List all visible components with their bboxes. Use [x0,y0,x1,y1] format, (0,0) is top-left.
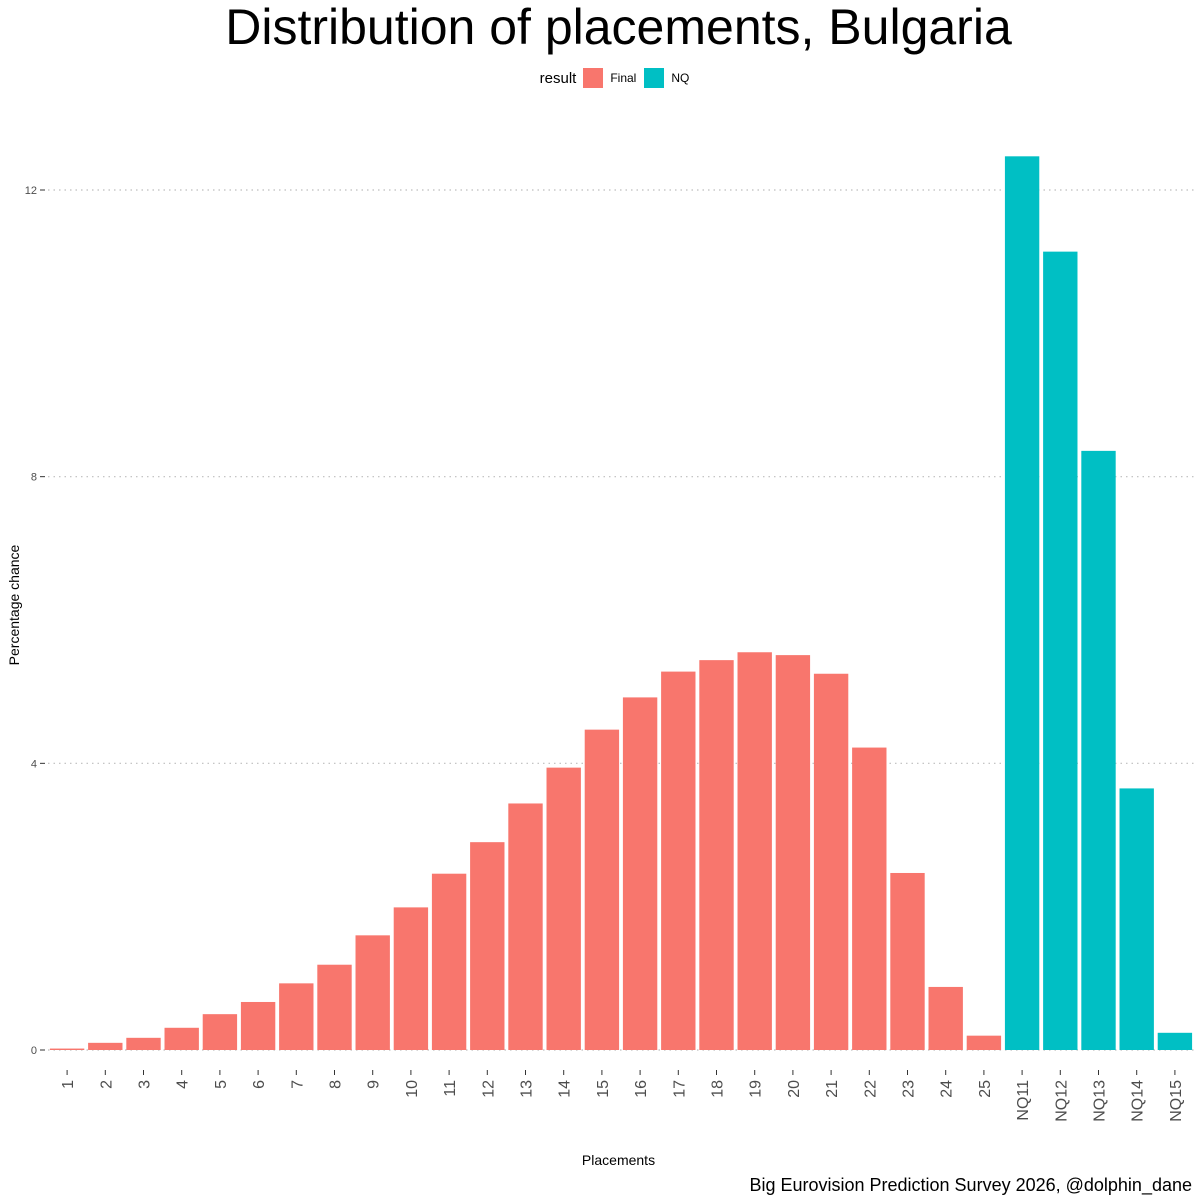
x-tick-label-13: 13 [519,1080,536,1098]
x-tick-label-21: 21 [824,1080,841,1098]
x-tick-label-20: 20 [786,1080,803,1098]
bars [49,156,1193,1051]
x-tick-label-14: 14 [557,1080,574,1098]
legend-swatch-final [583,68,604,88]
x-tick-label-4: 4 [175,1080,192,1089]
bar-8 [317,964,352,1050]
x-tick-label-nq14: NQ14 [1130,1080,1147,1122]
legend-label-nq: NQ [671,71,690,85]
y-tick-label-4: 4 [31,758,37,770]
bar-17 [661,671,696,1050]
caption: Big Eurovision Prediction Survey 2026, @… [749,1175,1192,1195]
x-tick-label-24: 24 [939,1080,956,1098]
x-tick-label-17: 17 [671,1080,688,1098]
bar-13 [508,803,543,1050]
x-tick-label-nq12: NQ12 [1053,1080,1070,1122]
x-tick-label-1: 1 [60,1080,77,1089]
bar-21 [813,673,849,1050]
x-tick-label-18: 18 [710,1080,727,1098]
x-tick-label-7: 7 [289,1080,306,1089]
legend-title: result [539,69,577,87]
bar-nq11 [1004,156,1040,1051]
y-tick-label-12: 12 [25,185,37,197]
x-tick-label-nq13: NQ13 [1092,1080,1109,1122]
x-tick-label-nq15: NQ15 [1168,1080,1185,1122]
x-tick-label-11: 11 [442,1080,459,1097]
x-tick-label-23: 23 [901,1080,918,1098]
legend-swatch-nq [644,68,665,88]
legend-item-nq: NQ [644,68,689,88]
bar-3 [126,1037,161,1050]
bar-25 [966,1035,1002,1050]
x-axis: 1 2 3 4 5 6 7 8 9 10 11 12 13 14 15 16 17 18 19 20 21 22 23 24 2… [60,1070,1185,1122]
y-tick-label-8: 8 [31,472,37,484]
gridlines [48,189,1194,1051]
bar-6 [240,1001,276,1050]
legend: result Final NQ [0,68,1200,88]
x-tick-label-15: 15 [595,1080,612,1098]
bar-1 [49,1048,85,1050]
legend-label-final: Final [610,71,637,85]
bar-16 [622,697,658,1050]
x-tick-label-22: 22 [862,1080,879,1098]
x-tick-label-25: 25 [977,1080,994,1098]
bar-nq12 [1043,251,1078,1051]
bar-19 [737,652,772,1050]
bar-14 [546,767,581,1050]
bar-10 [393,907,429,1050]
bar-9 [355,935,390,1050]
x-tick-label-nq11: NQ11 [1015,1080,1032,1121]
bar-4 [164,1027,199,1050]
y-axis-label: Percentage chance [6,544,22,666]
x-tick-label-5: 5 [213,1080,230,1089]
chart-title: Distribution of placements, Bulgaria [225,0,1012,55]
x-axis-label: Placements [581,1152,656,1168]
x-tick-label-9: 9 [366,1080,383,1089]
bar-22 [852,747,887,1050]
x-tick-label-3: 3 [137,1080,154,1089]
bar-15 [584,729,620,1050]
x-tick-label-2: 2 [98,1080,115,1089]
bar-7 [279,983,314,1050]
x-tick-label-8: 8 [328,1080,345,1089]
bar-23 [890,872,925,1050]
bar-nq13 [1081,450,1116,1050]
x-tick-label-12: 12 [480,1080,497,1098]
bar-5 [202,1014,238,1050]
x-tick-label-6: 6 [251,1080,268,1089]
bar-12 [470,842,505,1050]
x-tick-label-10: 10 [404,1080,421,1098]
bar-24 [928,986,963,1050]
y-axis: 0 4 8 12 [25,185,45,1057]
bar-20 [775,655,811,1050]
bar-nq15 [1157,1032,1193,1050]
bar-11 [431,873,467,1050]
y-tick-label-0: 0 [31,1045,37,1057]
bar-2 [88,1042,123,1050]
x-tick-label-19: 19 [748,1080,765,1098]
legend-item-final: Final [583,68,636,88]
x-tick-label-16: 16 [633,1080,650,1098]
bar-18 [699,660,734,1050]
bar-nq14 [1119,788,1154,1050]
